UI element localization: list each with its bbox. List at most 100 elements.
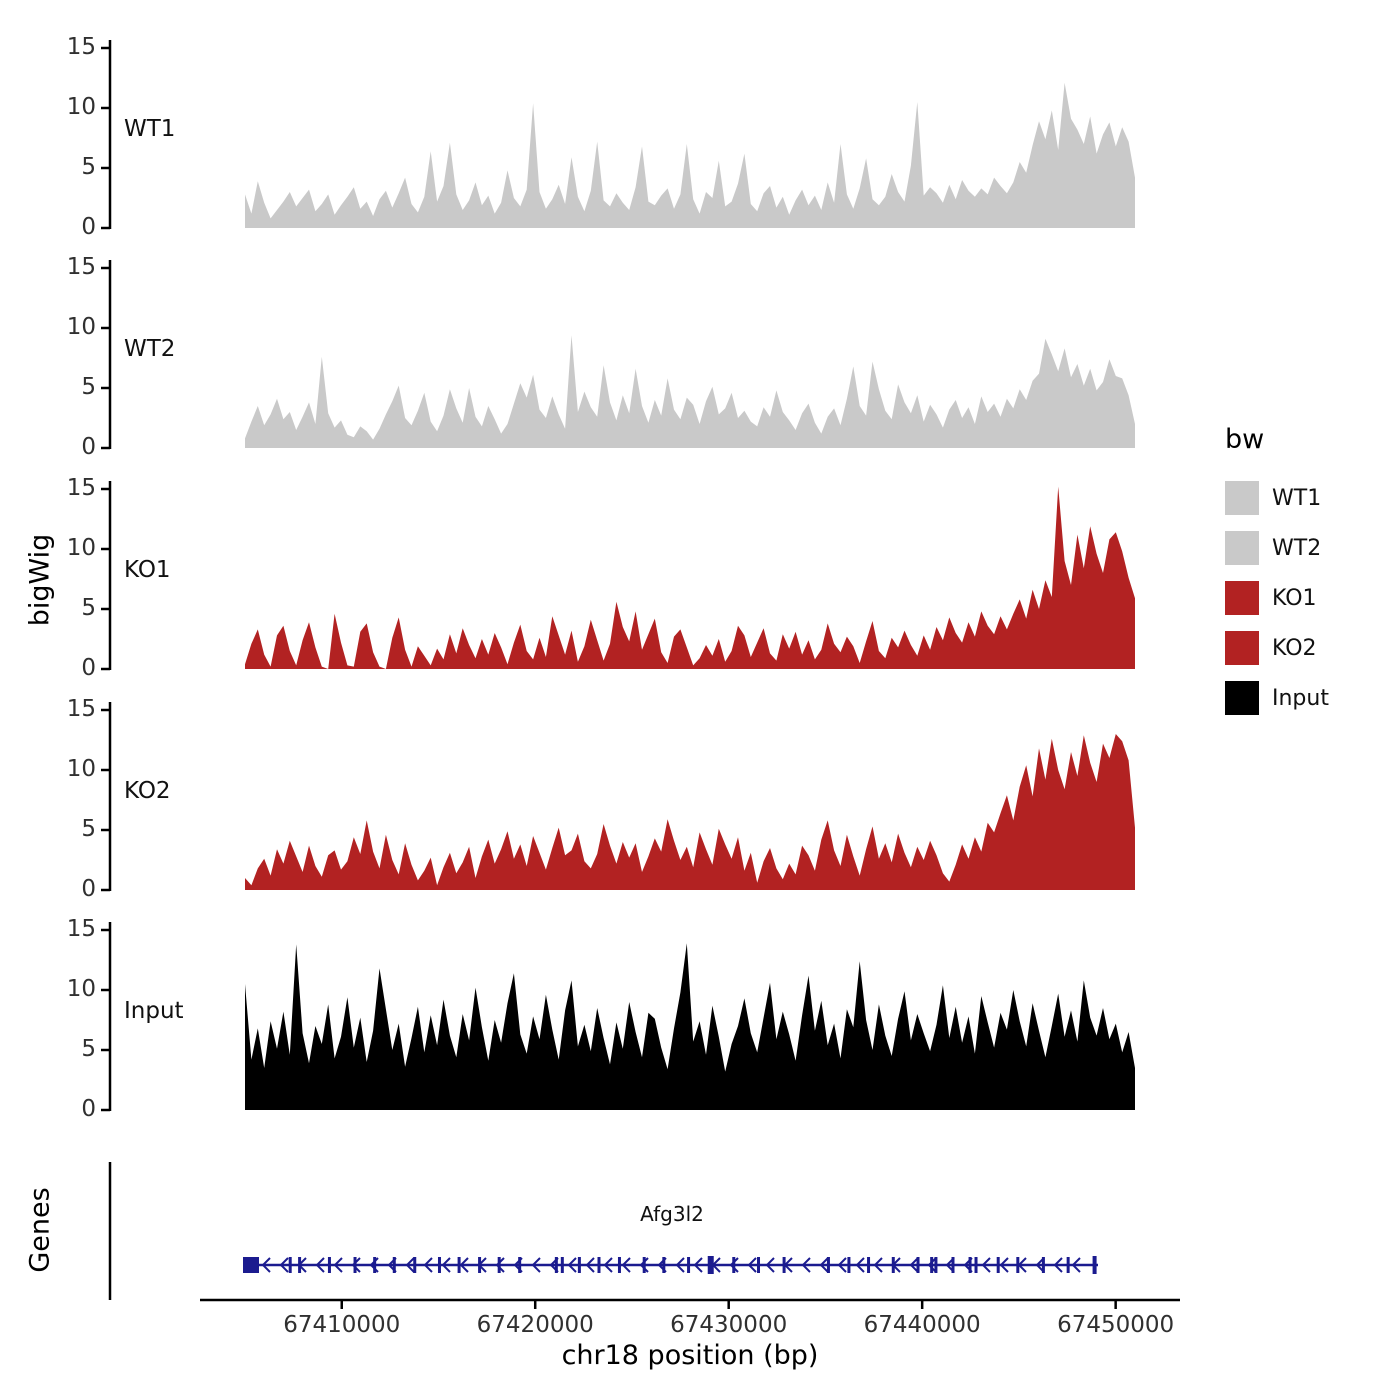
track-label-ko2: KO2 — [124, 778, 171, 804]
gene-exon — [413, 1257, 417, 1273]
legend-swatch — [1225, 681, 1259, 715]
gene-strand-arrow-icon — [765, 1257, 775, 1273]
gene-exon — [288, 1257, 292, 1273]
legend-entry-wt2: WT2 — [1225, 523, 1329, 573]
gene-exon — [327, 1257, 331, 1273]
gene-exon — [782, 1257, 786, 1273]
y-tick-label: 10 — [66, 314, 96, 340]
y-tick-label: 0 — [81, 655, 96, 681]
legend-entry-ko1: KO1 — [1225, 573, 1329, 623]
legend-swatch — [1225, 581, 1259, 615]
legend-entry-label: KO1 — [1272, 585, 1317, 611]
gene-start-exon — [243, 1257, 259, 1273]
gene-label: Afg3l2 — [640, 1202, 704, 1226]
legend-entry-wt1: WT1 — [1225, 473, 1329, 523]
legend-entry-label: Input — [1272, 685, 1329, 711]
y-axis-title: bigWig — [24, 533, 56, 627]
gene-strand-arrow-icon — [603, 1257, 613, 1273]
gene-exon — [373, 1257, 377, 1273]
x-tick-label: 67450000 — [1057, 1312, 1175, 1338]
gene-exon — [934, 1257, 938, 1273]
gene-exon — [1041, 1257, 1045, 1273]
gene-strand-arrow-icon — [351, 1257, 361, 1273]
gene-strand-arrow-icon — [819, 1257, 829, 1273]
gene-exon — [577, 1257, 581, 1273]
gene-strand-arrow-icon — [333, 1257, 343, 1273]
legend-swatch — [1225, 481, 1259, 515]
y-tick-label: 0 — [81, 214, 96, 240]
gene-exon — [497, 1257, 501, 1273]
genes-axis-title: Genes — [24, 1187, 56, 1273]
y-tick-label: 5 — [81, 816, 96, 842]
gene-strand-arrow-icon — [423, 1257, 433, 1273]
gene-exon — [353, 1257, 357, 1273]
legend-entry-label: WT1 — [1272, 485, 1322, 511]
y-tick-label: 15 — [66, 916, 96, 942]
gene-strand-arrow-icon — [315, 1257, 325, 1273]
track-label-ko1: KO1 — [124, 557, 171, 583]
legend-title: bw — [1225, 424, 1265, 455]
gene-strand-arrow-icon — [621, 1257, 631, 1273]
gene-exon — [518, 1257, 522, 1273]
legend-entry-input: Input — [1225, 673, 1329, 723]
gene-exon — [974, 1257, 978, 1273]
gene-exon — [642, 1257, 646, 1273]
y-tick-label: 10 — [66, 976, 96, 1002]
gene-exon — [298, 1257, 302, 1273]
gene-exon — [916, 1257, 920, 1273]
y-tick-label: 0 — [81, 876, 96, 902]
gene-exon — [1066, 1257, 1070, 1273]
gene-strand-arrow-icon — [747, 1257, 757, 1273]
y-tick-label: 15 — [66, 34, 96, 60]
gene-end-exon — [1092, 1256, 1097, 1274]
gene-exon — [392, 1257, 396, 1273]
y-tick-label: 15 — [66, 696, 96, 722]
gene-strand-arrow-icon — [567, 1257, 577, 1273]
gene-exon — [930, 1257, 934, 1273]
gene-strand-arrow-icon — [279, 1257, 289, 1273]
track-label-input: Input — [124, 998, 184, 1024]
gene-exon — [617, 1257, 621, 1273]
gene-strand-arrow-icon — [495, 1257, 505, 1273]
gene-strand-arrow-icon — [981, 1257, 991, 1273]
gene-strand-arrow-icon — [1071, 1257, 1081, 1273]
y-tick-label: 10 — [66, 756, 96, 782]
legend-swatch — [1225, 531, 1259, 565]
gene-strand-arrow-icon — [999, 1257, 1009, 1273]
legend: bw WT1 WT2 KO1 KO2 Input — [1225, 424, 1329, 723]
gene-strand-arrow-icon — [801, 1257, 811, 1273]
y-tick-label: 10 — [66, 535, 96, 561]
gene-strand-arrow-icon — [855, 1257, 865, 1273]
signal-area-wt1 — [245, 82, 1135, 228]
gene-strand-arrow-icon — [441, 1257, 451, 1273]
signal-area-wt2 — [245, 335, 1135, 448]
gene-exon — [1016, 1257, 1020, 1273]
gene-strand-arrow-icon — [405, 1257, 415, 1273]
y-tick-label: 0 — [81, 434, 96, 460]
x-tick-label: 67420000 — [476, 1312, 594, 1338]
gene-strand-arrow-icon — [729, 1257, 739, 1273]
gene-strand-arrow-icon — [873, 1257, 883, 1273]
track-label-wt1: WT1 — [124, 116, 176, 142]
legend-entries: WT1 WT2 KO1 KO2 Input — [1225, 473, 1329, 723]
y-tick-label: 5 — [81, 595, 96, 621]
signal-area-input — [245, 943, 1135, 1110]
gene-exon — [951, 1257, 955, 1273]
gene-exon — [478, 1257, 482, 1273]
gene-strand-arrow-icon — [585, 1257, 595, 1273]
gene-exon — [687, 1257, 691, 1273]
gene-strand-arrow-icon — [693, 1257, 703, 1273]
gene-strand-arrow-icon — [675, 1257, 685, 1273]
gene-exon — [968, 1257, 972, 1273]
gene-exon — [826, 1257, 830, 1273]
gene-exon — [867, 1257, 871, 1273]
gene-strand-arrow-icon — [1053, 1257, 1063, 1273]
legend-entry-label: WT2 — [1272, 535, 1322, 561]
gene-strand-arrow-icon — [909, 1257, 919, 1273]
y-tick-label: 0 — [81, 1096, 96, 1122]
gene-exon — [457, 1257, 461, 1273]
y-tick-label: 5 — [81, 1036, 96, 1062]
gene-exon — [757, 1257, 761, 1273]
x-axis-title: chr18 position (bp) — [561, 1340, 819, 1371]
